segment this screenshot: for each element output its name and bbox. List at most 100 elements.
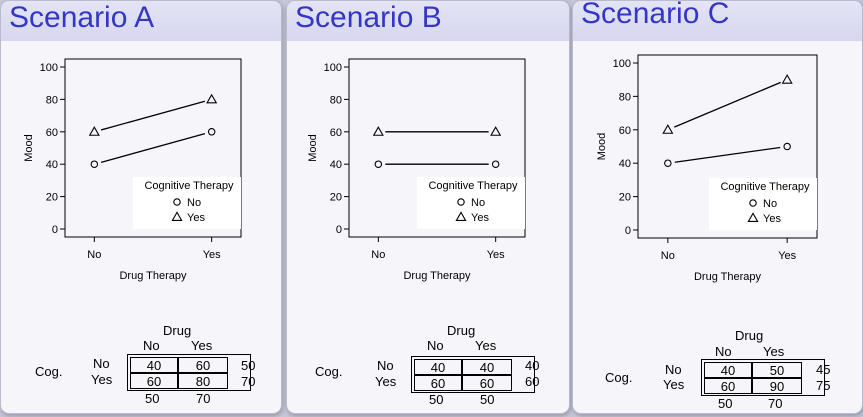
- y-tick-label: 20: [619, 192, 631, 204]
- legend-title: Cognitive Therapy: [720, 181, 810, 193]
- panel-title: Scenario A: [9, 1, 155, 34]
- col-mean: 70: [196, 391, 211, 406]
- scenario-panel-b: Scenario B 0 20 40 60 80 100 No Yes Drug Therapy…: [286, 0, 570, 414]
- legend-title: Cognitive Therapy: [144, 180, 234, 192]
- plot-frame: [637, 54, 818, 239]
- row-label-no: No: [665, 362, 682, 377]
- y-tick-label: 60: [330, 127, 342, 139]
- x-tick-label: No: [371, 249, 385, 261]
- series-line: [100, 133, 206, 163]
- data-point: [90, 160, 99, 168]
- data-point: [207, 128, 216, 136]
- y-axis-label: Mood: [596, 133, 608, 161]
- row-mean: 40: [525, 358, 540, 373]
- y-tick-label: 100: [40, 62, 58, 74]
- legend-label: No: [187, 197, 201, 209]
- y-tick-label: 20: [330, 192, 342, 204]
- data-point: [783, 142, 791, 151]
- row-label-no: No: [377, 358, 394, 373]
- plot-frame: [64, 58, 242, 238]
- table-cell: 40: [462, 359, 512, 375]
- col-mean: 50: [145, 391, 160, 406]
- drug-header: Drug: [735, 328, 764, 343]
- table-cell: 60: [462, 375, 512, 391]
- panel-title: Scenario B: [295, 1, 442, 34]
- x-tick-label: No: [661, 250, 675, 262]
- col-mean: 50: [480, 392, 495, 407]
- y-tick-label: 40: [330, 159, 342, 171]
- legend-box: [133, 177, 241, 229]
- row-mean: 50: [241, 358, 256, 373]
- x-tick-label: Yes: [778, 250, 796, 262]
- data-point: [781, 73, 793, 84]
- y-tick-label: 60: [619, 125, 631, 137]
- panel-header: Scenario B: [287, 1, 569, 41]
- legend-marker: [171, 211, 183, 221]
- row-label-no: No: [93, 356, 110, 371]
- legend-title: Cognitive Therapy: [428, 180, 518, 192]
- col-label-no: No: [427, 338, 444, 353]
- means-table: Drug No Yes Cog. No Yes 40 50 60 90 45 7…: [601, 326, 856, 413]
- interaction-chart: 0 20 40 60 80 100 No Yes Drug Therapy Mood Cogniti…: [596, 54, 818, 283]
- legend-marker: [457, 198, 465, 206]
- row-label-yes: Yes: [375, 374, 397, 389]
- y-tick-label: 80: [46, 94, 58, 106]
- series-line: [674, 146, 781, 163]
- x-axis-label: Drug Therapy: [694, 271, 762, 283]
- interaction-chart: 0 20 40 60 80 100 No Yes Drug Therapy Mood Cogniti…: [23, 58, 242, 282]
- table-cell: 60: [178, 357, 228, 373]
- y-tick-label: 40: [46, 159, 58, 171]
- y-tick-label: 80: [330, 94, 342, 106]
- series-line: [100, 100, 206, 131]
- table-cell: 90: [752, 378, 802, 394]
- table-cell: 40: [414, 359, 462, 375]
- x-tick-label: Yes: [487, 249, 505, 261]
- y-tick-label: 100: [613, 58, 631, 70]
- cog-header: Cog.: [605, 370, 633, 385]
- drug-header: Drug: [163, 323, 192, 338]
- row-mean: 70: [241, 374, 256, 389]
- legend-box: [709, 178, 817, 230]
- x-tick-label: Yes: [203, 249, 221, 261]
- data-point: [490, 126, 502, 136]
- panel-header: Scenario C: [573, 1, 862, 41]
- x-axis-label: Drug Therapy: [403, 270, 471, 282]
- cog-header: Cog.: [315, 364, 343, 379]
- legend-marker: [747, 212, 759, 222]
- data-point: [374, 160, 383, 168]
- legend-marker: [173, 198, 181, 206]
- means-table: Drug No Yes Cog. No Yes 40 40 60 60 40 6…: [311, 321, 561, 411]
- legend-label: Yes: [763, 213, 781, 225]
- table-frame: [701, 359, 825, 396]
- table-frame: [411, 356, 535, 393]
- col-label-yes: Yes: [763, 344, 785, 359]
- panel-header: Scenario A: [1, 1, 281, 41]
- y-tick-label: 0: [52, 224, 58, 236]
- x-axis-label: Drug Therapy: [119, 270, 187, 282]
- row-mean: 60: [525, 374, 540, 389]
- y-axis-label: Mood: [23, 134, 35, 162]
- table-cell: 80: [178, 373, 228, 389]
- legend-marker: [749, 199, 757, 207]
- row-mean: 75: [816, 378, 831, 393]
- y-tick-label: 40: [619, 158, 631, 170]
- table-cell: 40: [130, 357, 178, 373]
- legend-label: No: [763, 198, 777, 210]
- y-tick-label: 60: [46, 127, 58, 139]
- col-mean: 50: [429, 392, 444, 407]
- y-tick-label: 20: [46, 192, 58, 204]
- table-cell: 50: [752, 362, 802, 378]
- col-mean: 70: [768, 396, 783, 411]
- legend-label: Yes: [187, 212, 205, 224]
- data-point: [88, 126, 100, 136]
- col-label-no: No: [143, 338, 160, 353]
- y-tick-label: 0: [336, 224, 342, 236]
- y-axis-label: Mood: [307, 134, 319, 162]
- scenario-panel-c: Scenario C 0 20 40 60 80 100 No Yes Drug Therapy…: [572, 0, 863, 414]
- col-label-yes: Yes: [191, 338, 213, 353]
- drug-header: Drug: [447, 323, 476, 338]
- col-label-yes: Yes: [475, 338, 497, 353]
- data-point: [662, 124, 674, 134]
- y-tick-label: 80: [619, 91, 631, 103]
- row-label-yes: Yes: [91, 372, 113, 387]
